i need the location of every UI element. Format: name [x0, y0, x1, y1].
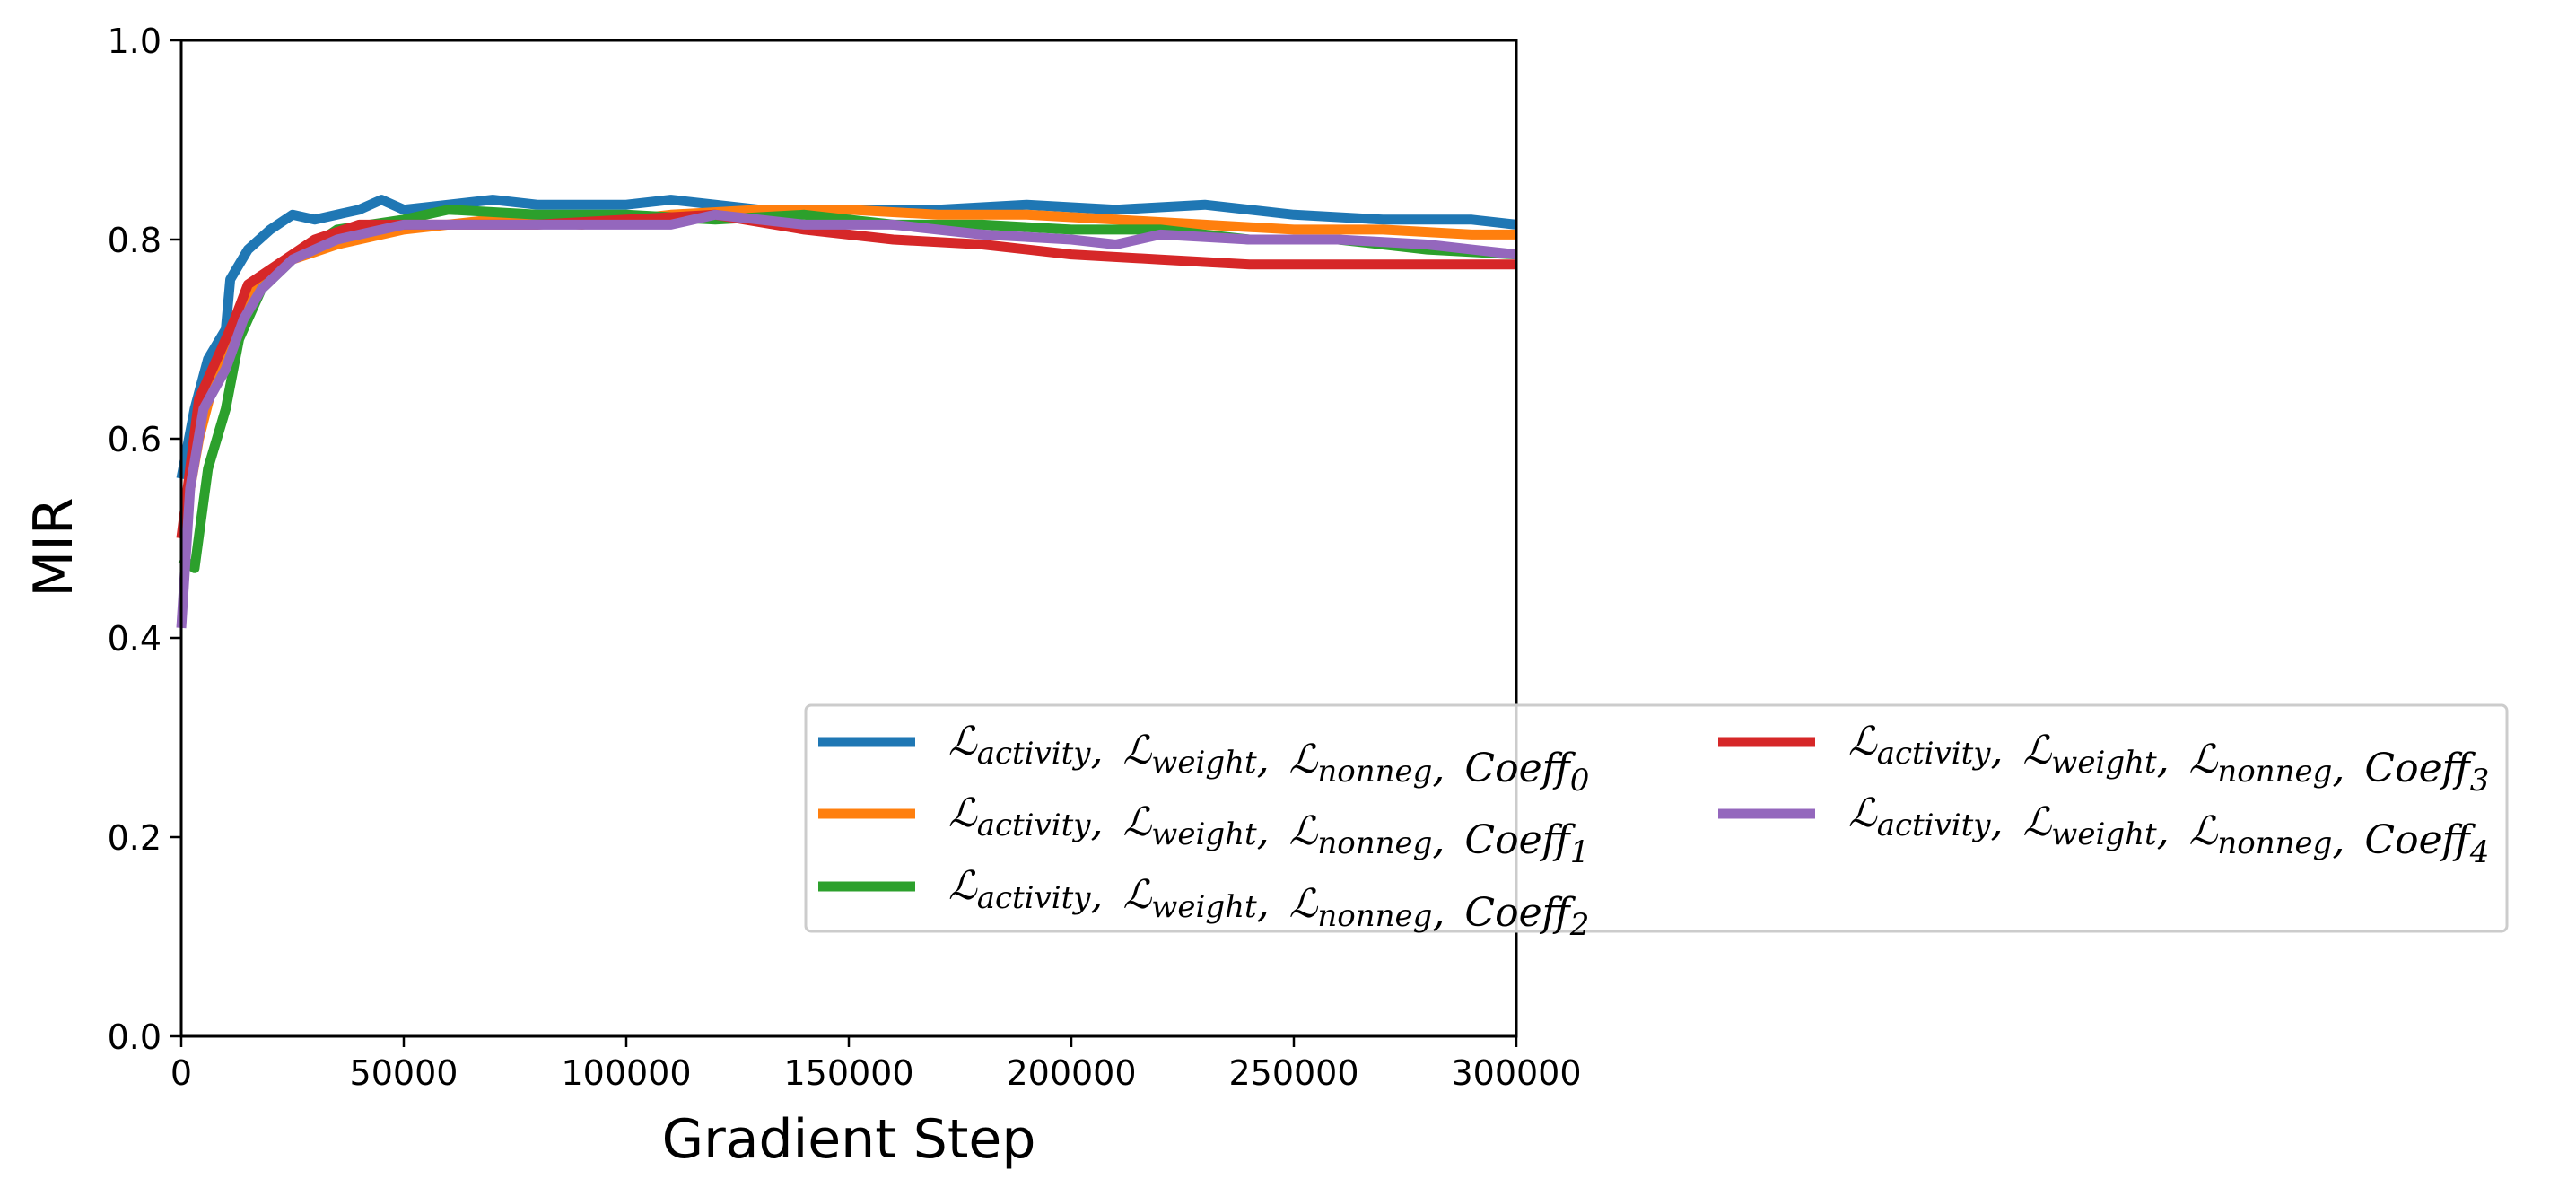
y-axis-title: MIR	[22, 497, 85, 597]
x-tick-label: 100000	[561, 1053, 691, 1093]
series-line-0	[176, 195, 1517, 480]
legend-label-3: ℒactivity, ℒweight, ℒnonneg, Coeff3	[1848, 719, 2489, 799]
x-tick-label: 150000	[783, 1053, 913, 1093]
x-axis-title: Gradient Step	[662, 1108, 1036, 1171]
legend-frame	[804, 703, 2509, 933]
legend-label-4: ℒactivity, ℒweight, ℒnonneg, Coeff4	[1848, 790, 2489, 870]
x-tick-label: 200000	[1006, 1053, 1136, 1093]
y-tick-label: 0.6	[108, 420, 162, 459]
x-tick-label: 50000	[350, 1053, 458, 1093]
y-tick-label: 0.4	[108, 619, 162, 659]
x-axis: 0 50000 100000 150000 200000 250000 300000	[170, 1036, 1582, 1093]
y-tick-label: 0.0	[108, 1017, 162, 1057]
y-axis: 0.0 0.2 0.4 0.6 0.8 1.0	[108, 22, 181, 1057]
y-tick-label: 0.8	[108, 221, 162, 260]
y-tick-label: 1.0	[108, 22, 162, 61]
series-line-1	[176, 205, 1516, 539]
series-line-3	[176, 209, 1516, 539]
x-tick-label: 0	[170, 1053, 192, 1093]
x-tick-label: 300000	[1451, 1053, 1581, 1093]
legend-label-1: ℒactivity, ℒweight, ℒnonneg, Coeff1	[948, 790, 1589, 870]
legend: ℒactivity, ℒweight, ℒnonneg, Coeff0ℒacti…	[804, 703, 2509, 943]
legend-label-0: ℒactivity, ℒweight, ℒnonneg, Coeff0	[948, 719, 1589, 799]
legend-label-2: ℒactivity, ℒweight, ℒnonneg, Coeff2	[948, 863, 1589, 943]
x-tick-label: 250000	[1228, 1053, 1358, 1093]
y-tick-label: 0.2	[108, 818, 162, 858]
series-line-4	[176, 209, 1517, 629]
plot-lines	[176, 195, 1517, 629]
